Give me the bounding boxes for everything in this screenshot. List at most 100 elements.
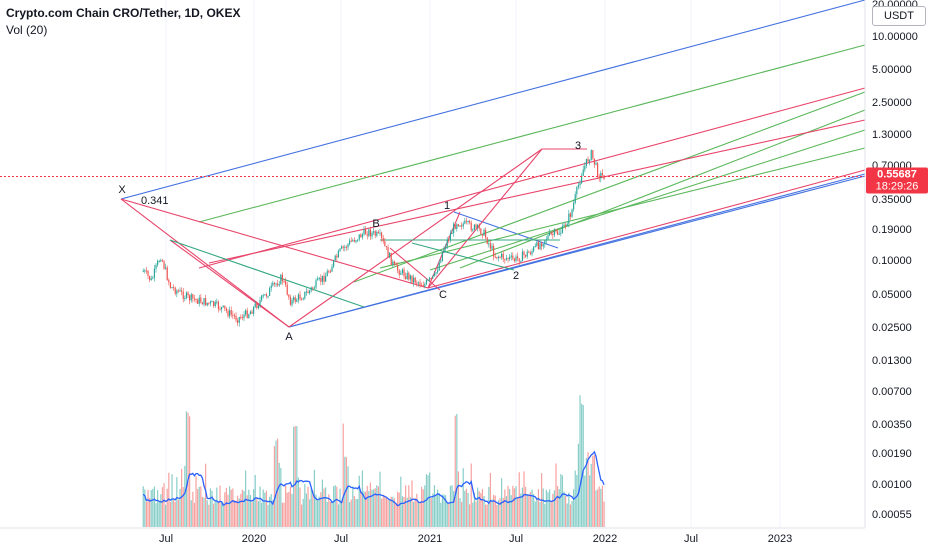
volume-bar <box>582 404 584 527</box>
candle <box>145 270 148 272</box>
volume-bar <box>360 490 362 527</box>
time-tick-label: 2020 <box>242 533 266 545</box>
volume-bar <box>259 486 261 527</box>
volume-bar <box>550 502 552 527</box>
volume-bar <box>395 502 397 527</box>
volume-bar <box>430 498 432 527</box>
candle <box>549 232 551 236</box>
volume-bar <box>193 502 196 527</box>
candle <box>520 261 522 263</box>
symbol-title[interactable]: Crypto.com Chain CRO/Tether, 1D, OKEX <box>6 6 241 20</box>
candle <box>150 278 152 281</box>
candle <box>432 275 434 279</box>
volume-bar <box>192 491 194 527</box>
candle <box>400 273 402 275</box>
candle <box>262 295 264 297</box>
candle <box>470 222 472 231</box>
candle <box>513 258 516 262</box>
volume-bar <box>545 489 548 527</box>
volume-bar <box>496 504 498 527</box>
candle <box>153 268 156 278</box>
volume-bar <box>190 500 192 527</box>
candle <box>320 278 322 282</box>
candle <box>163 261 165 269</box>
volume-bar <box>509 489 511 527</box>
volume-tick-label: 0.00700 <box>872 386 912 398</box>
volume-bar <box>355 498 357 527</box>
candle <box>584 165 586 170</box>
candle <box>222 305 224 308</box>
candle <box>493 245 495 257</box>
volume-bar <box>235 500 237 527</box>
currency-unit-button[interactable]: USDT <box>872 6 926 26</box>
candle <box>600 173 602 179</box>
volume-bar <box>568 492 570 527</box>
candle <box>309 290 311 294</box>
volume-bar <box>296 426 298 527</box>
volume-bar <box>405 485 407 527</box>
candle <box>331 266 333 272</box>
candle <box>211 301 213 303</box>
candle <box>601 173 604 176</box>
volume-bar <box>433 485 436 527</box>
candle <box>429 277 431 280</box>
volume-bar <box>233 500 236 527</box>
time-tick-label: 2022 <box>593 533 617 545</box>
time-tick-label: Jul <box>159 533 173 545</box>
candle <box>344 246 346 248</box>
volume-bar <box>523 471 525 527</box>
time-tick-label: 2021 <box>418 533 442 545</box>
volume-bar <box>352 486 354 527</box>
candle <box>235 315 237 321</box>
volume-bar <box>353 496 356 527</box>
volume-bar <box>176 477 178 527</box>
drawing-line <box>353 91 866 283</box>
candle <box>574 194 576 203</box>
time-tick-label: Jul <box>334 533 348 545</box>
volume-bar <box>150 490 152 527</box>
candle <box>189 295 191 301</box>
candle <box>365 229 367 235</box>
candle <box>435 272 437 274</box>
candle <box>577 185 580 188</box>
candle <box>174 287 176 294</box>
candle <box>315 280 317 288</box>
candle <box>326 271 328 277</box>
volume-bar <box>518 472 520 527</box>
volume-bar <box>173 500 175 527</box>
candle <box>475 224 477 228</box>
candle <box>409 275 412 280</box>
candle <box>518 258 520 262</box>
candle <box>395 263 397 266</box>
volume-bar <box>336 486 338 527</box>
candle <box>152 277 154 279</box>
candle <box>382 238 384 242</box>
candle <box>486 237 488 244</box>
candle <box>473 224 476 230</box>
price-tick-label: 0.02500 <box>872 322 912 334</box>
volume-bar <box>318 496 320 527</box>
volume-bar <box>341 503 343 527</box>
volume-bar <box>171 474 173 527</box>
volume-bar <box>145 501 148 527</box>
candle <box>481 233 484 236</box>
volume-bar <box>489 472 492 527</box>
candle <box>480 228 482 234</box>
candle <box>312 287 314 289</box>
candle <box>424 284 426 287</box>
candle <box>585 158 588 166</box>
volume-indicator-label[interactable]: Vol (20) <box>6 23 48 37</box>
chart-grid <box>165 0 781 528</box>
candle <box>297 294 300 300</box>
candle <box>462 223 464 227</box>
candle <box>294 297 296 302</box>
volume-bar <box>286 492 288 527</box>
candle <box>477 224 479 228</box>
volume-bar <box>513 488 516 527</box>
volume-bar <box>593 454 596 527</box>
drawing-line <box>120 198 429 289</box>
candle <box>504 259 506 261</box>
candle <box>342 246 344 248</box>
price-countdown: 18:29:26 <box>876 180 919 192</box>
